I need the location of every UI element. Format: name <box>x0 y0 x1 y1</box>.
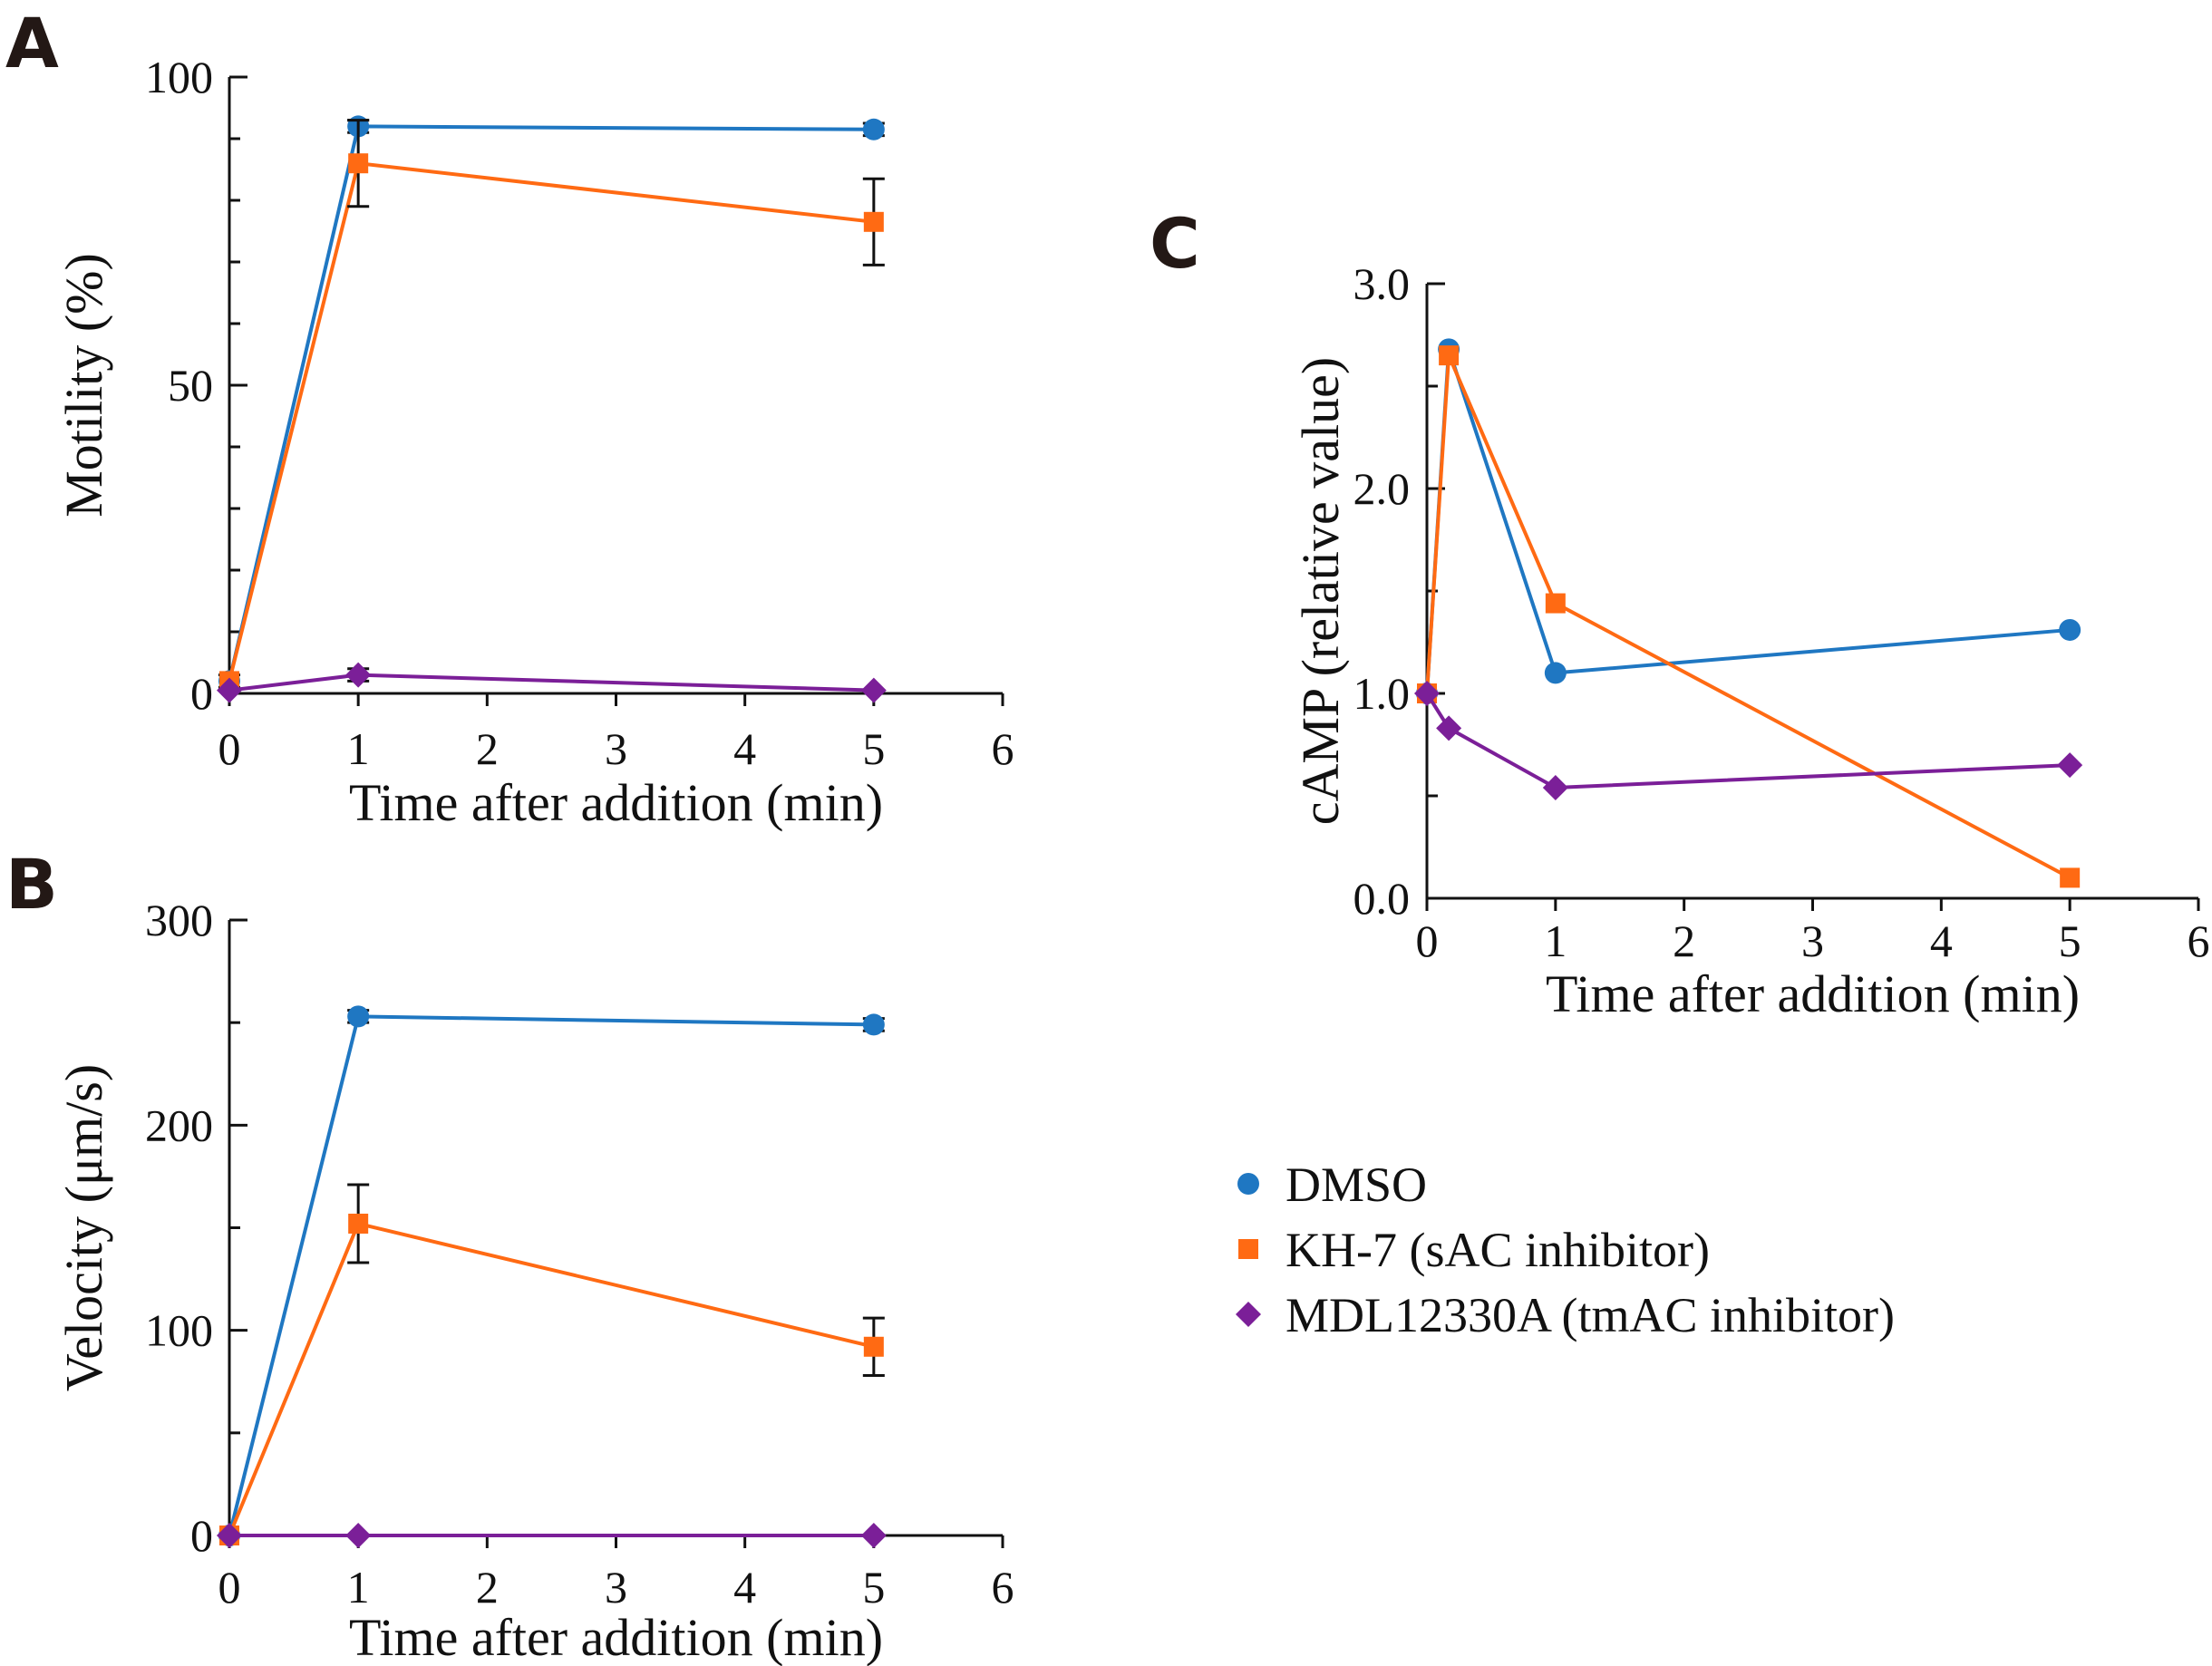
panel-b-x-tick-label: 0 <box>218 1562 241 1613</box>
panel-c-x-axis-label: Time after addition (min) <box>1546 964 2080 1023</box>
panel-c-x-tick-label: 5 <box>2059 915 2081 966</box>
panel-a-point-kh7 <box>863 211 884 232</box>
panel-b-point-mdl <box>217 1523 242 1548</box>
panel-b-series-dmso <box>218 1005 885 1546</box>
panel-a-x-tick-label: 3 <box>605 723 627 774</box>
panel-c-series-line-mdl <box>1425 692 2071 789</box>
panel-b-y-tick-label: 0 <box>190 1510 213 1561</box>
panel-a-point-mdl <box>217 677 242 703</box>
panel-b-x-tick-label: 5 <box>862 1562 885 1613</box>
panel-a-y-axis-label: Motility (%) <box>54 253 113 518</box>
panel-a-x-tick-label: 6 <box>992 723 1014 774</box>
panel-c-point-dmso <box>2059 618 2081 641</box>
legend-label-dmso: DMSO <box>1285 1157 1427 1212</box>
panel-a-point-dmso <box>862 118 885 140</box>
panel-b-series-line-kh7 <box>228 1221 875 1536</box>
legend-marker-mdl <box>1236 1302 1261 1327</box>
panel-a-x-axis-label: Time after addition (min) <box>349 773 883 832</box>
panel-c-y-tick-label: 2.0 <box>1353 463 1411 514</box>
panel-a-series-group <box>217 115 887 703</box>
panel-b-series-line-dmso <box>228 1014 874 1536</box>
panel-c: C 0 1 2 3 4 5 6 0.0 1.0 2.0 3.0 Time after addition… <box>1150 203 2210 1023</box>
panel-b-series-kh7 <box>219 1183 885 1545</box>
panel-a-x-tick-label: 2 <box>476 723 499 774</box>
panel-letter-c: C <box>1150 203 1200 284</box>
panel-c-series-group <box>1414 338 2083 888</box>
panel-b-y-tick-label: 100 <box>145 1305 213 1356</box>
panel-a-x-tick-label: 4 <box>733 723 756 774</box>
panel-b-point-dmso <box>347 1005 370 1028</box>
panel-b-y-tick-label: 200 <box>145 1099 213 1150</box>
panel-b-x-tick-label: 3 <box>605 1562 627 1613</box>
panel-c-x-tick-label: 4 <box>1930 915 1953 966</box>
panel-c-series-mdl <box>1414 681 2083 800</box>
panel-b-x-tick-label: 4 <box>733 1562 756 1613</box>
panel-c-point-mdl <box>1436 715 1462 741</box>
legend-label-kh7: KH-7 (sAC inhibitor) <box>1285 1223 1710 1277</box>
panel-a-y-tick-label: 100 <box>145 52 213 102</box>
panel-c-series-dmso <box>1416 338 2081 704</box>
panel-c-point-mdl <box>1414 681 1440 706</box>
panel-b-point-kh7 <box>863 1336 884 1357</box>
legend-marker-kh7 <box>1238 1239 1258 1259</box>
panel-c-x-tick-label: 1 <box>1544 915 1567 966</box>
panel-a-point-kh7 <box>348 153 369 174</box>
panel-b-y-axis-label: Velocity (μm/s) <box>54 1064 113 1391</box>
legend-marker-dmso <box>1237 1173 1259 1195</box>
panel-b-point-mdl <box>345 1523 372 1548</box>
panel-c-y-axis-label: cAMP (relative value) <box>1291 357 1350 825</box>
panel-a-y-tick-label: 0 <box>190 668 213 719</box>
panel-c-x-tick-label: 6 <box>2188 915 2210 966</box>
panel-c-x-tick-label: 3 <box>1801 915 1824 966</box>
panel-b-point-kh7 <box>348 1213 369 1234</box>
panel-c-y-tick-label: 1.0 <box>1353 668 1411 719</box>
panel-b-series-mdl <box>217 1523 887 1548</box>
panel-a: A 0 1 2 3 4 5 6 0 50 100 Time after addition (min)… <box>5 3 1014 832</box>
panel-c-series-kh7 <box>1417 345 2081 888</box>
panel-c-point-mdl <box>1542 774 1568 800</box>
panel-c-y-tick-label: 0.0 <box>1353 873 1411 924</box>
panel-a-series-line-mdl <box>228 673 874 693</box>
panel-a-x-tick-label: 1 <box>347 723 370 774</box>
legend-label-mdl: MDL12330A (tmAC inhibitor) <box>1285 1288 1895 1342</box>
panel-c-y-tick-label: 3.0 <box>1353 258 1411 309</box>
panel-c-x-tick-label: 0 <box>1416 915 1439 966</box>
panel-a-x-tick-label: 0 <box>218 723 241 774</box>
panel-c-point-kh7 <box>1545 593 1566 614</box>
panel-a-series-kh7 <box>218 119 885 692</box>
panel-a-point-mdl <box>860 677 887 703</box>
legend: DMSO KH-7 (sAC inhibitor) MDL12330A (tmAC … <box>1236 1157 1895 1342</box>
panel-a-x-tick-label: 5 <box>862 723 885 774</box>
panel-c-series-line-dmso <box>1425 348 2071 694</box>
panel-a-point-mdl <box>345 662 372 688</box>
panel-a-series-line-kh7 <box>228 161 875 682</box>
panel-c-point-kh7 <box>1439 345 1460 366</box>
panel-letter-a: A <box>5 3 59 83</box>
panel-b-point-dmso <box>862 1013 885 1036</box>
panel-b: B 0 1 2 3 4 5 6 0 100 200 300 Time after addition (… <box>5 844 1014 1666</box>
panel-b-x-tick-label: 2 <box>476 1562 499 1613</box>
panel-b-point-mdl <box>860 1523 887 1548</box>
panel-c-point-mdl <box>2057 752 2083 779</box>
panel-a-y-tick-label: 50 <box>168 360 213 411</box>
panel-c-x-tick-label: 2 <box>1673 915 1695 966</box>
panel-b-x-tick-label: 6 <box>992 1562 1014 1613</box>
panel-c-point-kh7 <box>2060 867 2081 888</box>
panel-letter-b: B <box>5 844 58 925</box>
panel-b-x-tick-label: 1 <box>347 1562 370 1613</box>
panel-c-series-line-kh7 <box>1425 354 2071 880</box>
panel-b-x-axis-label: Time after addition (min) <box>349 1608 883 1666</box>
panel-c-point-dmso <box>1544 662 1567 684</box>
panel-b-y-tick-label: 300 <box>145 895 213 945</box>
panel-a-series-mdl <box>217 662 887 703</box>
panel-a-series-dmso <box>218 115 885 693</box>
panel-b-series-group <box>217 1005 887 1548</box>
